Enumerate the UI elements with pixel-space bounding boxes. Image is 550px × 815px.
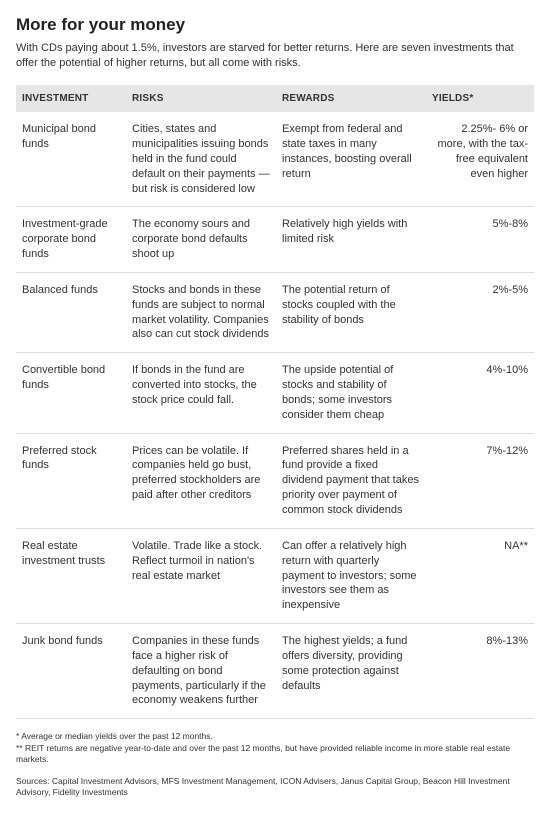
col-header-risks: RISKS (126, 85, 276, 113)
col-header-yields: YIELDS* (426, 85, 534, 113)
cell-yields: 5%-8% (426, 207, 534, 273)
cell-yields: 8%-13% (426, 624, 534, 719)
cell-risks: The economy sours and corporate bond def… (126, 207, 276, 273)
cell-rewards: Can offer a relatively high return with … (276, 528, 426, 623)
cell-rewards: Preferred shares held in a fund provide … (276, 433, 426, 528)
page-subtitle: With CDs paying about 1.5%, investors ar… (16, 41, 534, 71)
col-header-investment: INVESTMENT (16, 85, 126, 113)
sources: Sources: Capital Investment Advisors, MF… (16, 776, 534, 799)
cell-investment: Balanced funds (16, 272, 126, 352)
table-row: Balanced funds Stocks and bonds in these… (16, 272, 534, 352)
table-body: Municipal bond funds Cities, states and … (16, 112, 534, 719)
table-row: Real estate investment trusts Volatile. … (16, 528, 534, 623)
cell-risks: If bonds in the fund are converted into … (126, 353, 276, 433)
cell-investment: Investment-grade corporate bond funds (16, 207, 126, 273)
table-row: Preferred stock funds Prices can be vola… (16, 433, 534, 528)
cell-yields: 2%-5% (426, 272, 534, 352)
cell-rewards: Relatively high yields with limited risk (276, 207, 426, 273)
table-row: Convertible bond funds If bonds in the f… (16, 353, 534, 433)
table-row: Municipal bond funds Cities, states and … (16, 112, 534, 207)
cell-investment: Municipal bond funds (16, 112, 126, 207)
cell-yields: 2.25%- 6% or more, with the tax-free equ… (426, 112, 534, 207)
cell-risks: Prices can be volatile. If companies hel… (126, 433, 276, 528)
cell-rewards: The highest yields; a fund offers divers… (276, 624, 426, 719)
table-row: Junk bond funds Companies in these funds… (16, 624, 534, 719)
cell-risks: Stocks and bonds in these funds are subj… (126, 272, 276, 352)
cell-risks: Cities, states and municipalities issuin… (126, 112, 276, 207)
cell-rewards: Exempt from federal and state taxes in m… (276, 112, 426, 207)
footnotes: * Average or median yields over the past… (16, 731, 534, 765)
cell-risks: Volatile. Trade like a stock. Reflect tu… (126, 528, 276, 623)
cell-investment: Convertible bond funds (16, 353, 126, 433)
cell-investment: Preferred stock funds (16, 433, 126, 528)
cell-rewards: The potential return of stocks coupled w… (276, 272, 426, 352)
cell-risks: Companies in these funds face a higher r… (126, 624, 276, 719)
cell-investment: Junk bond funds (16, 624, 126, 719)
cell-rewards: The upside potential of stocks and stabi… (276, 353, 426, 433)
footnote-2: ** REIT returns are negative year-to-dat… (16, 743, 534, 766)
table-row: Investment-grade corporate bond funds Th… (16, 207, 534, 273)
cell-yields: 7%-12% (426, 433, 534, 528)
footnote-1: * Average or median yields over the past… (16, 731, 534, 742)
cell-investment: Real estate investment trusts (16, 528, 126, 623)
table-header-row: INVESTMENT RISKS REWARDS YIELDS* (16, 85, 534, 113)
cell-yields: 4%-10% (426, 353, 534, 433)
page-title: More for your money (16, 14, 534, 37)
col-header-rewards: REWARDS (276, 85, 426, 113)
cell-yields: NA** (426, 528, 534, 623)
investments-table: INVESTMENT RISKS REWARDS YIELDS* Municip… (16, 85, 534, 720)
